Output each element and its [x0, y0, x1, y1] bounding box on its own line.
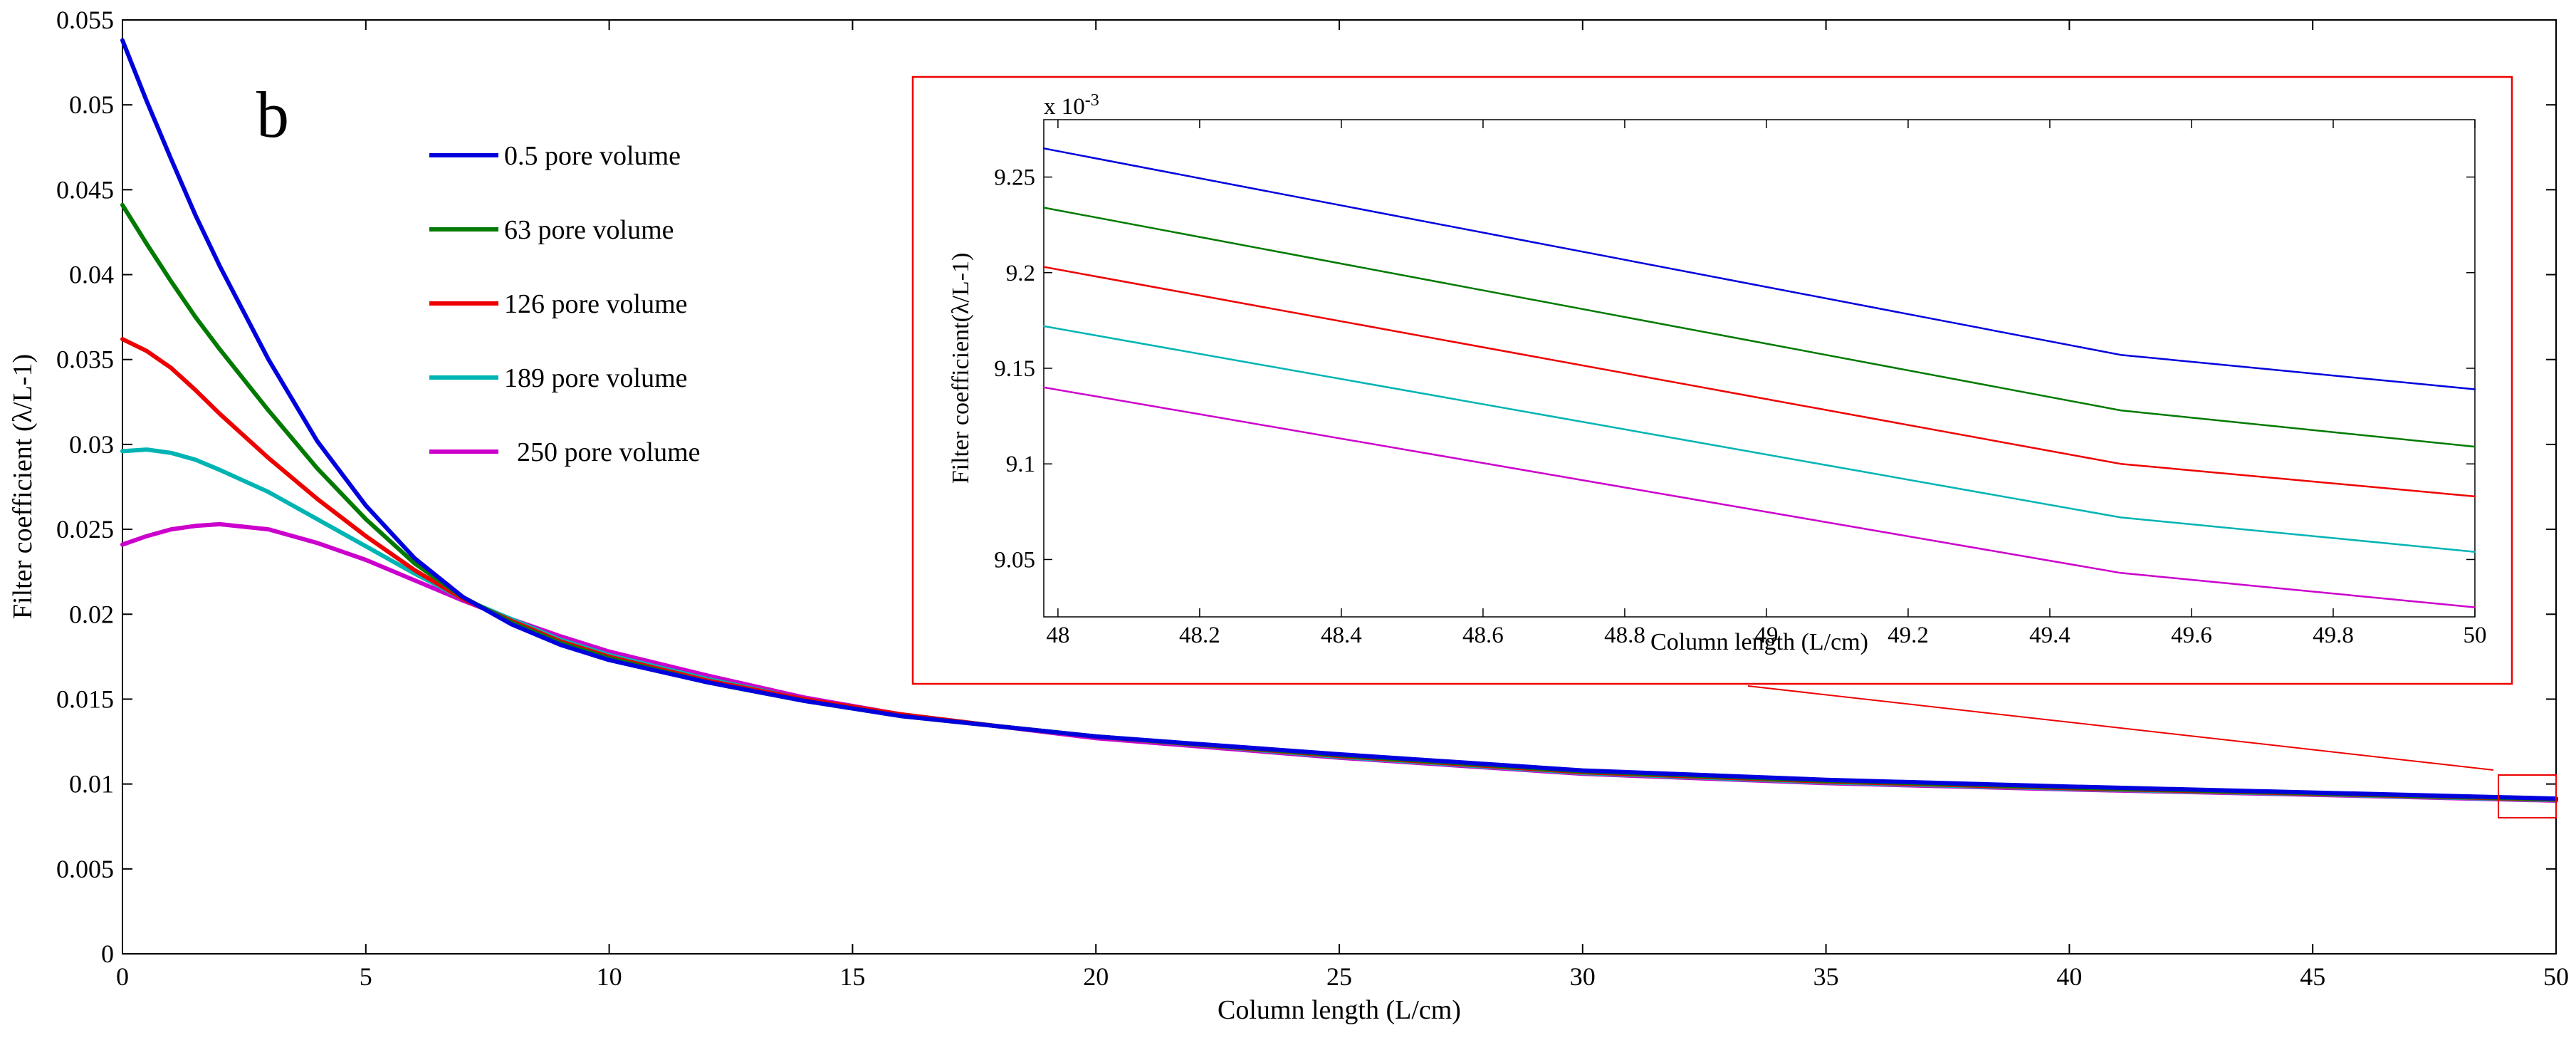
- x-axis-title: Column length (L/cm): [1218, 995, 1461, 1025]
- y-tick-label: 0.01: [69, 770, 114, 799]
- y-axis-title: Filter coefficient (λ/L-1): [8, 354, 38, 619]
- inset-y-tick-label: 9.2: [1006, 261, 1035, 286]
- y-tick-label: 0.045: [56, 175, 114, 204]
- inset-ticks: 48 48.2 48.4 48.6 48.8 49 49.2 49.4 49.6 49.8 50 9.…: [994, 120, 2487, 648]
- legend-label: 250 pore volume: [517, 437, 701, 467]
- main-ticks: 0 5 10 15 20 25 30 35 40 45 50 0 0.005 0.01 0.015 0.02 0…: [56, 6, 2569, 991]
- y-tick-label: 0.015: [56, 685, 114, 713]
- inset-y-tick-label: 9.1: [1006, 452, 1035, 477]
- x-tick-label: 20: [1083, 962, 1109, 991]
- inset-x-tick-label: 49.4: [2029, 623, 2070, 648]
- y-tick-label: 0.04: [69, 261, 114, 289]
- inset-x-tick-label: 49.6: [2171, 623, 2212, 648]
- inset-series-line: [1042, 266, 2476, 498]
- inset-x-tick-label: 48.8: [1604, 623, 1645, 648]
- x-tick-label: 0: [116, 962, 129, 991]
- inset-x-tick-label: 48.4: [1321, 623, 1362, 648]
- x-tick-label: 10: [597, 962, 622, 991]
- inset-scale-exponent: -3: [1085, 91, 1099, 110]
- x-tick-label: 5: [360, 962, 372, 991]
- y-tick-label: 0.02: [69, 600, 114, 628]
- inset-y-tick-label: 9.05: [994, 547, 1035, 573]
- y-tick-label: 0.025: [56, 515, 114, 544]
- inset-y-axis-title: Filter coefficient(λ/L-1): [948, 253, 974, 484]
- inset-series-line: [1042, 147, 2476, 390]
- inset-x-tick-label: 50: [2464, 623, 2487, 648]
- inset-x-tick-label: 49.2: [1888, 623, 1929, 648]
- x-tick-label: 30: [1570, 962, 1596, 991]
- main-series: [120, 38, 2558, 803]
- x-tick-label: 35: [1813, 962, 1839, 991]
- y-tick-label: 0: [101, 940, 114, 968]
- y-tick-label: 0.03: [69, 430, 114, 459]
- series-line: [120, 38, 2558, 801]
- inset-scale-base: x 10: [1044, 94, 1085, 120]
- inset-x-tick-label: 49: [1754, 623, 1778, 648]
- inset-series: [1042, 147, 2476, 608]
- y-tick-label: 0.005: [56, 855, 114, 883]
- y-tick-label: 0.05: [69, 90, 114, 119]
- inset-x-tick-label: 48.6: [1462, 623, 1504, 648]
- inset-x-tick-label: 49.8: [2313, 623, 2354, 648]
- inset-outer-frame: [911, 76, 2513, 685]
- y-tick-label: 0.055: [56, 6, 114, 34]
- legend-label: 189 pore volume: [504, 363, 688, 393]
- zoom-region-box: [2498, 774, 2557, 818]
- inset-y-tick-label: 9.15: [994, 356, 1035, 382]
- inset-x-tick-label: 48.2: [1179, 623, 1220, 648]
- inset-series-line: [1042, 325, 2476, 553]
- x-tick-label: 45: [2300, 962, 2325, 991]
- zoom-connector-line: [1747, 685, 2494, 771]
- panel-label: b: [256, 78, 289, 151]
- legend-label: 126 pore volume: [504, 289, 688, 319]
- legend-label: 0.5 pore volume: [504, 141, 681, 171]
- inset-scale-label: x 10-3: [1044, 91, 1099, 120]
- legend-label: 63 pore volume: [504, 215, 674, 245]
- x-tick-label: 50: [2543, 962, 2569, 991]
- x-tick-label: 15: [839, 962, 865, 991]
- inset-x-axis-title: Column length (L/cm): [1650, 629, 1868, 655]
- x-tick-label: 40: [2056, 962, 2082, 991]
- inset-series-line: [1042, 386, 2476, 608]
- inset-series-line: [1042, 207, 2476, 448]
- legend: 0.5 pore volume 63 pore volume 126 pore vo…: [429, 141, 701, 467]
- y-tick-label: 0.035: [56, 345, 114, 374]
- x-tick-label: 25: [1326, 962, 1352, 991]
- inset-x-tick-label: 48: [1046, 623, 1069, 648]
- inset-y-tick-label: 9.25: [994, 165, 1035, 191]
